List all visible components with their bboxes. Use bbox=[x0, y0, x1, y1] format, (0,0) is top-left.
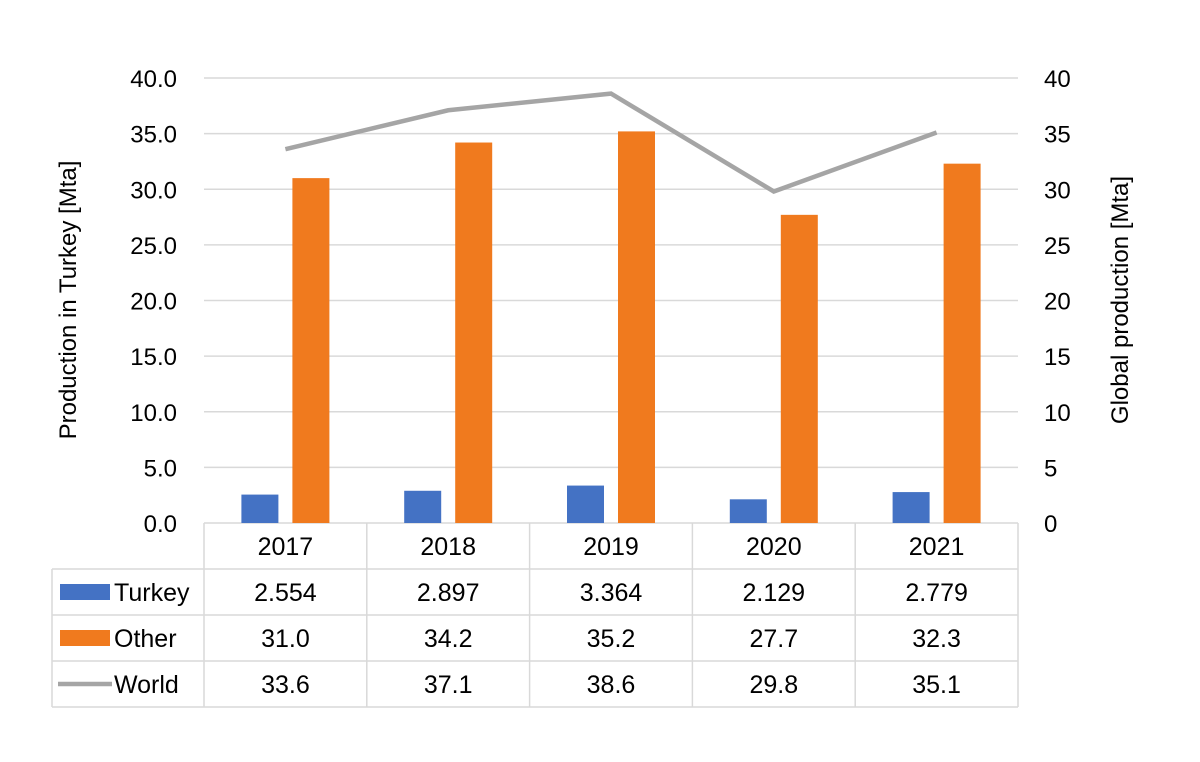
table-cell-turkey-2021: 2.779 bbox=[905, 579, 968, 607]
table-cell-turkey-2017: 2.554 bbox=[254, 579, 317, 607]
right-tick-label: 25 bbox=[1044, 233, 1071, 260]
table-header-2017: 2017 bbox=[258, 533, 314, 561]
legend-label-world: World bbox=[114, 671, 179, 699]
table-cell-turkey-2020: 2.129 bbox=[743, 579, 806, 607]
right-tick-label: 20 bbox=[1044, 289, 1071, 316]
gridlines bbox=[204, 77, 1018, 524]
right-tick-label: 10 bbox=[1044, 400, 1071, 427]
bar-other-2018 bbox=[455, 142, 493, 523]
table-cell-world-2017: 33.6 bbox=[261, 671, 310, 699]
left-tick-label: 0.0 bbox=[144, 511, 177, 538]
legend-label-turkey: Turkey bbox=[114, 579, 190, 607]
table-cell-world-2018: 37.1 bbox=[424, 671, 473, 699]
bar-turkey-2019 bbox=[567, 485, 604, 523]
left-tick-label: 30.0 bbox=[130, 177, 177, 204]
left-tick-label: 35.0 bbox=[130, 122, 177, 149]
table-cell-turkey-2018: 2.897 bbox=[417, 579, 480, 607]
bar-other-2017 bbox=[292, 178, 330, 523]
table-cell-other-2017: 31.0 bbox=[261, 625, 310, 653]
table-header-2018: 2018 bbox=[420, 533, 476, 561]
legend-label-other: Other bbox=[114, 625, 177, 653]
left-tick-label: 25.0 bbox=[130, 233, 177, 260]
left-tick-label: 40.0 bbox=[130, 66, 177, 93]
bar-turkey-2020 bbox=[729, 499, 767, 523]
right-tick-label: 15 bbox=[1044, 344, 1071, 371]
bar-other-2021 bbox=[943, 163, 981, 523]
world-line-group bbox=[284, 91, 938, 194]
bars bbox=[241, 131, 981, 523]
table-header-2021: 2021 bbox=[909, 533, 965, 561]
bar-other-2020 bbox=[780, 214, 818, 523]
legend-key-turkey bbox=[60, 584, 110, 600]
right-axis-ticks: 0 5 10 15 20 25 30 35 40 bbox=[1044, 66, 1071, 538]
table-cell-other-2021: 32.3 bbox=[912, 625, 961, 653]
series-line-world bbox=[284, 91, 938, 194]
table-cell-world-2020: 29.8 bbox=[749, 671, 798, 699]
right-axis-title: Global production [Mta] bbox=[1107, 176, 1134, 424]
table-cell-other-2019: 35.2 bbox=[587, 625, 636, 653]
table-header-2020: 2020 bbox=[746, 533, 802, 561]
right-tick-label: 35 bbox=[1044, 122, 1071, 149]
right-tick-label: 5 bbox=[1044, 455, 1057, 482]
left-tick-label: 10.0 bbox=[130, 400, 177, 427]
left-tick-label: 5.0 bbox=[144, 455, 177, 482]
legend-key-other bbox=[60, 630, 110, 646]
right-tick-label: 40 bbox=[1044, 66, 1071, 93]
bar-turkey-2017 bbox=[241, 494, 279, 523]
left-tick-label: 15.0 bbox=[130, 344, 177, 371]
left-tick-label: 20.0 bbox=[130, 289, 177, 316]
bar-turkey-2021 bbox=[892, 492, 930, 523]
table-cell-other-2018: 34.2 bbox=[424, 625, 473, 653]
bar-other-2019 bbox=[618, 131, 655, 523]
table-cell-other-2020: 27.7 bbox=[749, 625, 798, 653]
left-axis-title: Production in Turkey [Mta] bbox=[55, 161, 82, 440]
right-tick-label: 0 bbox=[1044, 511, 1057, 538]
bar-turkey-2018 bbox=[404, 490, 442, 523]
table-header-2019: 2019 bbox=[583, 533, 639, 561]
table-cell-world-2019: 38.6 bbox=[587, 671, 636, 699]
table-cell-turkey-2019: 3.364 bbox=[580, 579, 643, 607]
left-axis-ticks: 0.0 5.0 10.0 15.0 20.0 25.0 30.0 35.0 40.0 bbox=[130, 66, 177, 538]
right-tick-label: 30 bbox=[1044, 177, 1071, 204]
table-cell-world-2021: 35.1 bbox=[912, 671, 961, 699]
data-table: 2017 2018 2019 2020 2021 Turkey 2.554 2.897 3.36… bbox=[51, 523, 1019, 708]
